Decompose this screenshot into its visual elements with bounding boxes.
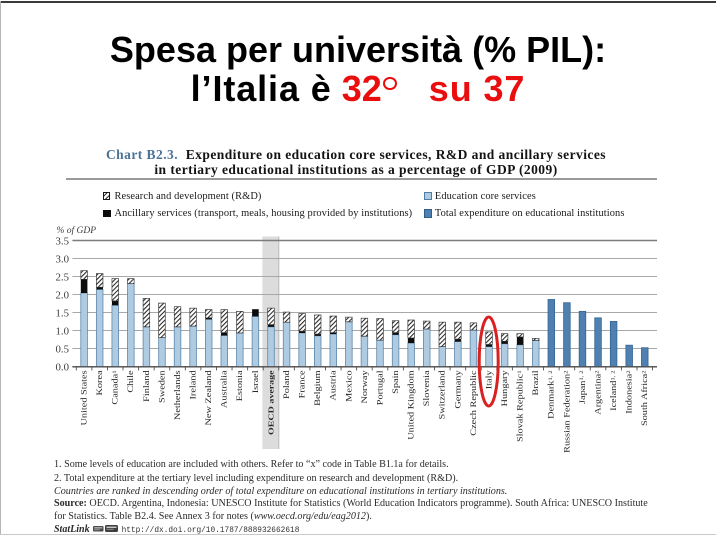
svg-text:Italy: Italy: [484, 370, 493, 389]
svg-text:Sweden: Sweden: [157, 370, 166, 403]
svg-text:2.0: 2.0: [56, 289, 70, 301]
svg-text:Portugal: Portugal: [375, 370, 384, 405]
svg-text:Finland: Finland: [142, 370, 151, 402]
svg-text:Mexico: Mexico: [344, 370, 353, 402]
svg-text:Israel: Israel: [251, 370, 260, 393]
svg-text:1.5: 1.5: [56, 307, 70, 319]
svg-text:Slovak Republic1: Slovak Republic1: [516, 370, 525, 442]
svg-text:New Zealand: New Zealand: [204, 370, 213, 426]
svg-text:Slovenia: Slovenia: [422, 370, 431, 406]
svg-text:Switzerland: Switzerland: [438, 370, 447, 420]
svg-text:Spain: Spain: [391, 370, 400, 394]
svg-text:Netherlands: Netherlands: [173, 370, 182, 420]
svg-text:Estonia: Estonia: [235, 370, 244, 401]
svg-text:Indonesia2: Indonesia2: [625, 370, 634, 413]
svg-text:Hungary: Hungary: [500, 370, 509, 406]
svg-text:3.5: 3.5: [56, 235, 70, 247]
svg-text:South Africa2: South Africa2: [640, 370, 649, 426]
svg-text:Norway: Norway: [360, 370, 369, 404]
svg-text:0.0: 0.0: [56, 361, 70, 373]
svg-text:Iceland1, 2: Iceland1, 2: [609, 370, 618, 410]
svg-text:1.0: 1.0: [56, 325, 70, 337]
svg-text:0.5: 0.5: [56, 343, 70, 355]
svg-text:2.5: 2.5: [56, 271, 70, 283]
svg-text:Australia: Australia: [220, 370, 229, 408]
svg-text:Brazil: Brazil: [531, 370, 540, 396]
svg-text:Ireland: Ireland: [189, 370, 198, 400]
svg-text:United States: United States: [80, 370, 89, 426]
svg-text:Japan1, 2: Japan1, 2: [578, 370, 587, 404]
svg-text:Belgium: Belgium: [313, 369, 322, 405]
svg-text:United Kingdom: United Kingdom: [407, 369, 416, 439]
svg-text:Russian Federation2: Russian Federation2: [562, 370, 571, 453]
svg-text:% of GDP: % of GDP: [57, 225, 97, 236]
svg-text:France: France: [298, 370, 307, 398]
svg-text:3.0: 3.0: [56, 253, 70, 265]
svg-text:Germany: Germany: [453, 370, 462, 409]
svg-text:Korea: Korea: [95, 370, 104, 395]
svg-text:Chile: Chile: [126, 370, 135, 392]
svg-text:Canada1: Canada1: [111, 370, 120, 404]
svg-text:OECD average: OECD average: [266, 370, 275, 435]
svg-text:Czech Republic: Czech Republic: [469, 370, 478, 435]
svg-text:Austria: Austria: [329, 370, 338, 400]
svg-text:Argentina2: Argentina2: [593, 370, 602, 414]
svg-text:Denmark1, 2: Denmark1, 2: [547, 370, 556, 418]
svg-text:Poland: Poland: [282, 370, 291, 399]
